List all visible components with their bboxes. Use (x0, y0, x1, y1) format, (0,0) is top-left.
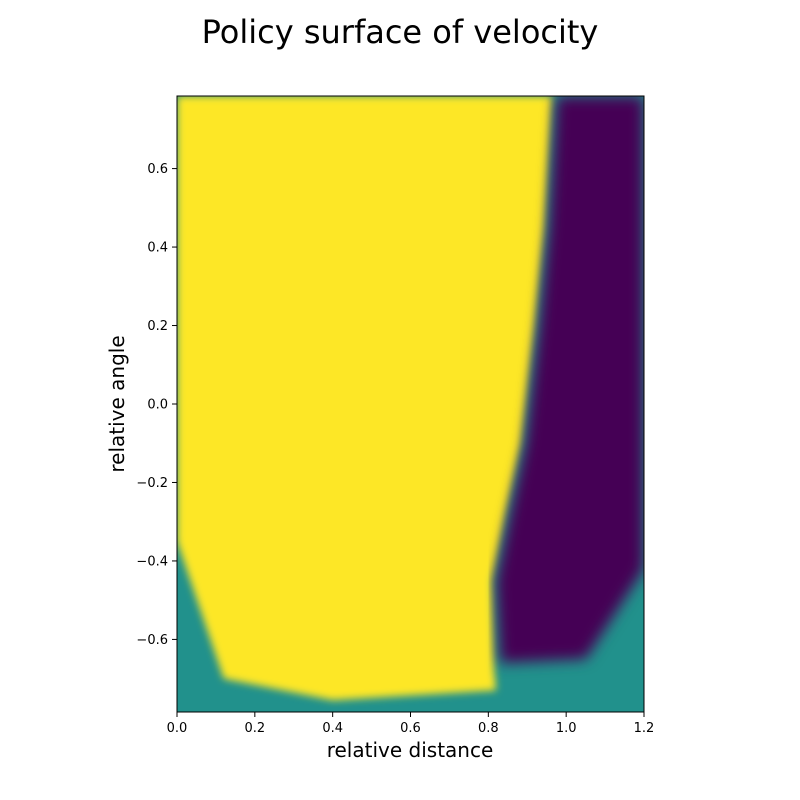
x-tick-label: 0.8 (478, 721, 499, 736)
heatmap-regions (177, 96, 644, 701)
x-tick-label: 1.0 (556, 721, 577, 736)
y-tick-label: 0.0 (147, 398, 168, 413)
x-tick-label: 0.6 (400, 721, 421, 736)
x-tick-label: 0.2 (244, 721, 265, 736)
y-axis-ticks: −0.6 −0.4 −0.2 0.0 0.2 0.4 0.6 (136, 162, 177, 648)
x-tick-label: 0.4 (322, 721, 343, 736)
plot-area (177, 96, 644, 712)
x-tick-label: 0.0 (167, 721, 188, 736)
y-tick-label: −0.4 (136, 554, 168, 569)
heatmap-region-low (496, 96, 644, 663)
heatmap-region-high (177, 96, 553, 701)
x-axis-label: relative distance (327, 738, 494, 762)
chart-title: Policy surface of velocity (202, 13, 599, 51)
x-tick-label: 1.2 (634, 721, 655, 736)
y-tick-label: −0.6 (136, 633, 168, 648)
x-axis-ticks: 0.0 0.2 0.4 0.6 0.8 1.0 1.2 (167, 712, 655, 736)
y-tick-label: −0.2 (136, 476, 168, 491)
y-tick-label: 0.4 (147, 241, 168, 256)
y-tick-label: 0.2 (147, 319, 168, 334)
y-axis-label: relative angle (105, 335, 129, 472)
y-tick-label: 0.6 (147, 162, 168, 177)
